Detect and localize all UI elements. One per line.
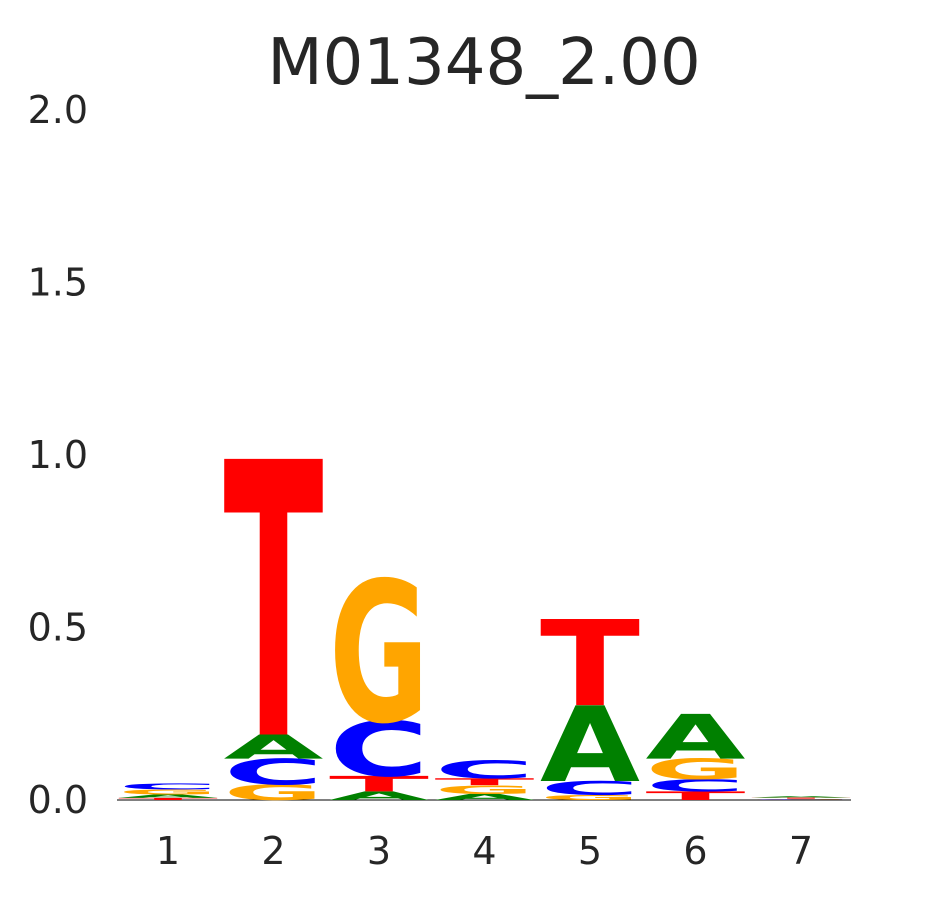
letter-group: T (540, 595, 640, 733)
logo-letter: A (540, 685, 640, 806)
x-tick-label: 1 (156, 829, 180, 873)
logo-letter: G (435, 783, 535, 797)
logo-letter: A (646, 702, 746, 774)
logo-letter: T (646, 789, 747, 803)
x-tick-label: 5 (578, 829, 602, 873)
x-tick-label: 4 (472, 829, 496, 873)
letter-group: T (435, 776, 536, 787)
letter-group: T (751, 797, 851, 799)
letter-group: T (329, 772, 429, 797)
letter-group: C (751, 799, 851, 800)
logo-letter: G (224, 781, 324, 806)
logo-letter: A (751, 796, 851, 798)
logo-letter: T (329, 772, 429, 797)
letter-group: C (540, 777, 640, 799)
y-tick-label: 1.5 (28, 261, 88, 305)
logo-letter: C (224, 751, 324, 793)
logo-letter: C (540, 777, 640, 799)
logo-letter: T (540, 595, 640, 733)
logo-letter: C (646, 776, 746, 795)
logo-letter: C (751, 799, 851, 800)
letter-group: A (540, 685, 640, 806)
chart-title: M01348_2.00 (267, 26, 700, 100)
x-tick-label: 3 (367, 829, 391, 873)
letter-group: G (435, 783, 535, 797)
letter-group: A (118, 794, 218, 800)
letter-group: G (646, 753, 746, 786)
x-tick-label: 6 (683, 829, 707, 873)
logo-letter: A (224, 728, 325, 767)
letter-group: A (646, 702, 746, 774)
y-tick-label: 2.0 (28, 88, 88, 132)
logo-letter: A (118, 794, 218, 800)
logo-letter: T (435, 776, 536, 787)
letter-group: T (646, 789, 747, 803)
logo-letter: T (751, 797, 851, 799)
logo-letter: C (329, 706, 429, 794)
letter-group: C (435, 756, 535, 785)
logo-letter: T (224, 384, 325, 824)
logo-letter: T (118, 797, 218, 800)
logo-letter: G (118, 788, 218, 796)
logo-letter: A (435, 792, 535, 802)
letter-group: C (329, 706, 429, 794)
letter-group: C (224, 751, 324, 793)
letter-group: G (329, 542, 429, 767)
y-tick-label: 0.5 (28, 606, 88, 650)
y-tick-label: 1.0 (28, 433, 88, 477)
logo-letter: G (646, 753, 746, 786)
y-tick-label: 0.0 (28, 778, 88, 822)
letter-group: A (329, 789, 429, 803)
letter-group: T (118, 797, 218, 800)
x-tick-label: 2 (261, 829, 285, 873)
letter-group: A (224, 728, 325, 767)
letter-group: G (751, 798, 851, 799)
letter-group: C (118, 782, 218, 791)
logo-letter: C (118, 782, 218, 791)
x-tick-label: 7 (789, 829, 813, 873)
logo-letter: G (751, 798, 851, 799)
letter-group: G (540, 793, 640, 801)
letter-group: A (751, 796, 851, 798)
letter-group: G (118, 788, 218, 796)
logo-letter: G (329, 542, 429, 767)
logo-letter: G (540, 793, 640, 801)
logo-letter: C (435, 756, 535, 785)
letter-group: A (435, 792, 535, 802)
letter-group: G (224, 781, 324, 806)
logo-letter: A (329, 789, 429, 803)
letter-group: T (224, 384, 325, 824)
letter-group: C (646, 776, 746, 795)
